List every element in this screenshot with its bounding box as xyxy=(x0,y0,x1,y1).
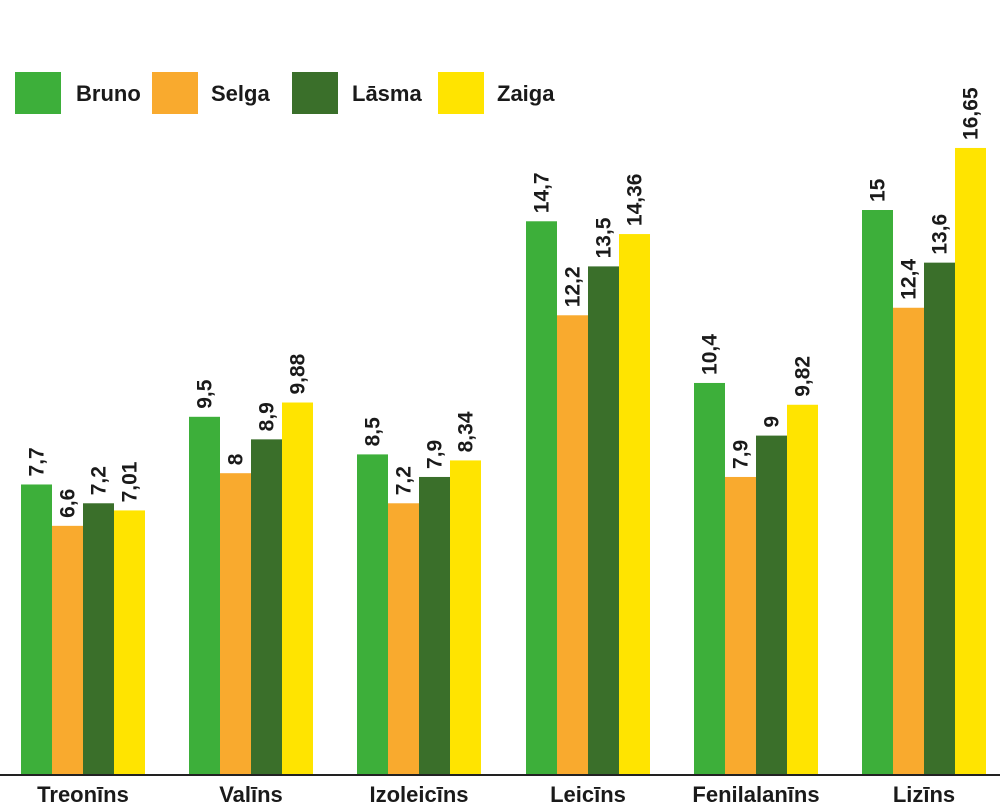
legend: Bruno Selga Lāsma Zaiga xyxy=(15,72,555,114)
bar xyxy=(83,503,114,774)
legend-swatch-l-sma xyxy=(292,72,338,114)
value-labels: 7,7 6,6 7,2 7,01 9,5 8 8,9 9,88 8,5 7,2 7,9 8,34 14,… xyxy=(26,87,983,518)
bar xyxy=(893,307,924,774)
category-label: Leicīns xyxy=(550,782,626,807)
bar xyxy=(924,262,955,774)
category-label: Valīns xyxy=(219,782,283,807)
bar xyxy=(725,476,756,774)
data-label: 7,7 xyxy=(26,447,49,476)
data-label: 10,4 xyxy=(699,334,722,375)
bar xyxy=(955,147,986,774)
data-label: 9,5 xyxy=(194,379,217,409)
bar xyxy=(251,439,282,774)
bar xyxy=(526,221,557,774)
legend-label: Bruno xyxy=(76,81,141,106)
bar xyxy=(220,473,251,774)
bar xyxy=(787,404,818,774)
bar xyxy=(189,416,220,774)
data-label: 9,82 xyxy=(792,356,815,397)
data-label: 8 xyxy=(225,453,248,465)
data-label: 6,6 xyxy=(57,489,80,518)
bar xyxy=(357,454,388,774)
data-label: 15 xyxy=(867,178,890,202)
category-labels: Treonīns Valīns Izoleicīns Leicīns Fenilalan… xyxy=(37,782,955,807)
category-label: Fenilalanīns xyxy=(692,782,819,807)
data-label: 13,6 xyxy=(929,214,952,255)
bar xyxy=(862,210,893,774)
bar xyxy=(21,484,52,774)
bar xyxy=(557,315,588,774)
legend-label: Lāsma xyxy=(352,81,422,106)
legend-label: Selga xyxy=(211,81,270,106)
category-label: Treonīns xyxy=(37,782,129,807)
legend-swatch-selga xyxy=(152,72,198,114)
data-label: 8,5 xyxy=(362,417,385,447)
category-label: Izoleicīns xyxy=(369,782,468,807)
bar xyxy=(282,402,313,774)
category-label: Lizīns xyxy=(893,782,955,807)
bar xyxy=(419,476,450,774)
bar xyxy=(388,503,419,774)
data-label: 8,9 xyxy=(256,402,279,431)
data-label: 7,2 xyxy=(393,466,416,495)
bar xyxy=(694,382,725,774)
legend-swatch-bruno xyxy=(15,72,61,114)
data-label: 7,9 xyxy=(424,440,447,469)
data-label: 7,9 xyxy=(730,440,753,469)
data-label: 14,7 xyxy=(531,172,554,213)
bar xyxy=(450,460,481,774)
data-label: 9 xyxy=(761,416,784,428)
data-label: 9,88 xyxy=(287,353,310,394)
data-label: 12,4 xyxy=(898,259,921,300)
bar xyxy=(588,266,619,774)
data-label: 13,5 xyxy=(593,217,616,258)
bar xyxy=(52,525,83,774)
bars xyxy=(21,147,986,775)
bar xyxy=(619,234,650,775)
legend-label: Zaiga xyxy=(497,81,555,106)
data-label: 16,65 xyxy=(960,87,983,140)
data-label: 14,36 xyxy=(624,174,647,227)
bar xyxy=(756,435,787,774)
legend-swatch-zaiga xyxy=(438,72,484,114)
data-label: 7,2 xyxy=(88,466,111,495)
data-label: 7,01 xyxy=(119,461,142,502)
bar xyxy=(114,510,145,774)
data-label: 12,2 xyxy=(562,266,585,307)
data-label: 8,34 xyxy=(455,411,478,452)
